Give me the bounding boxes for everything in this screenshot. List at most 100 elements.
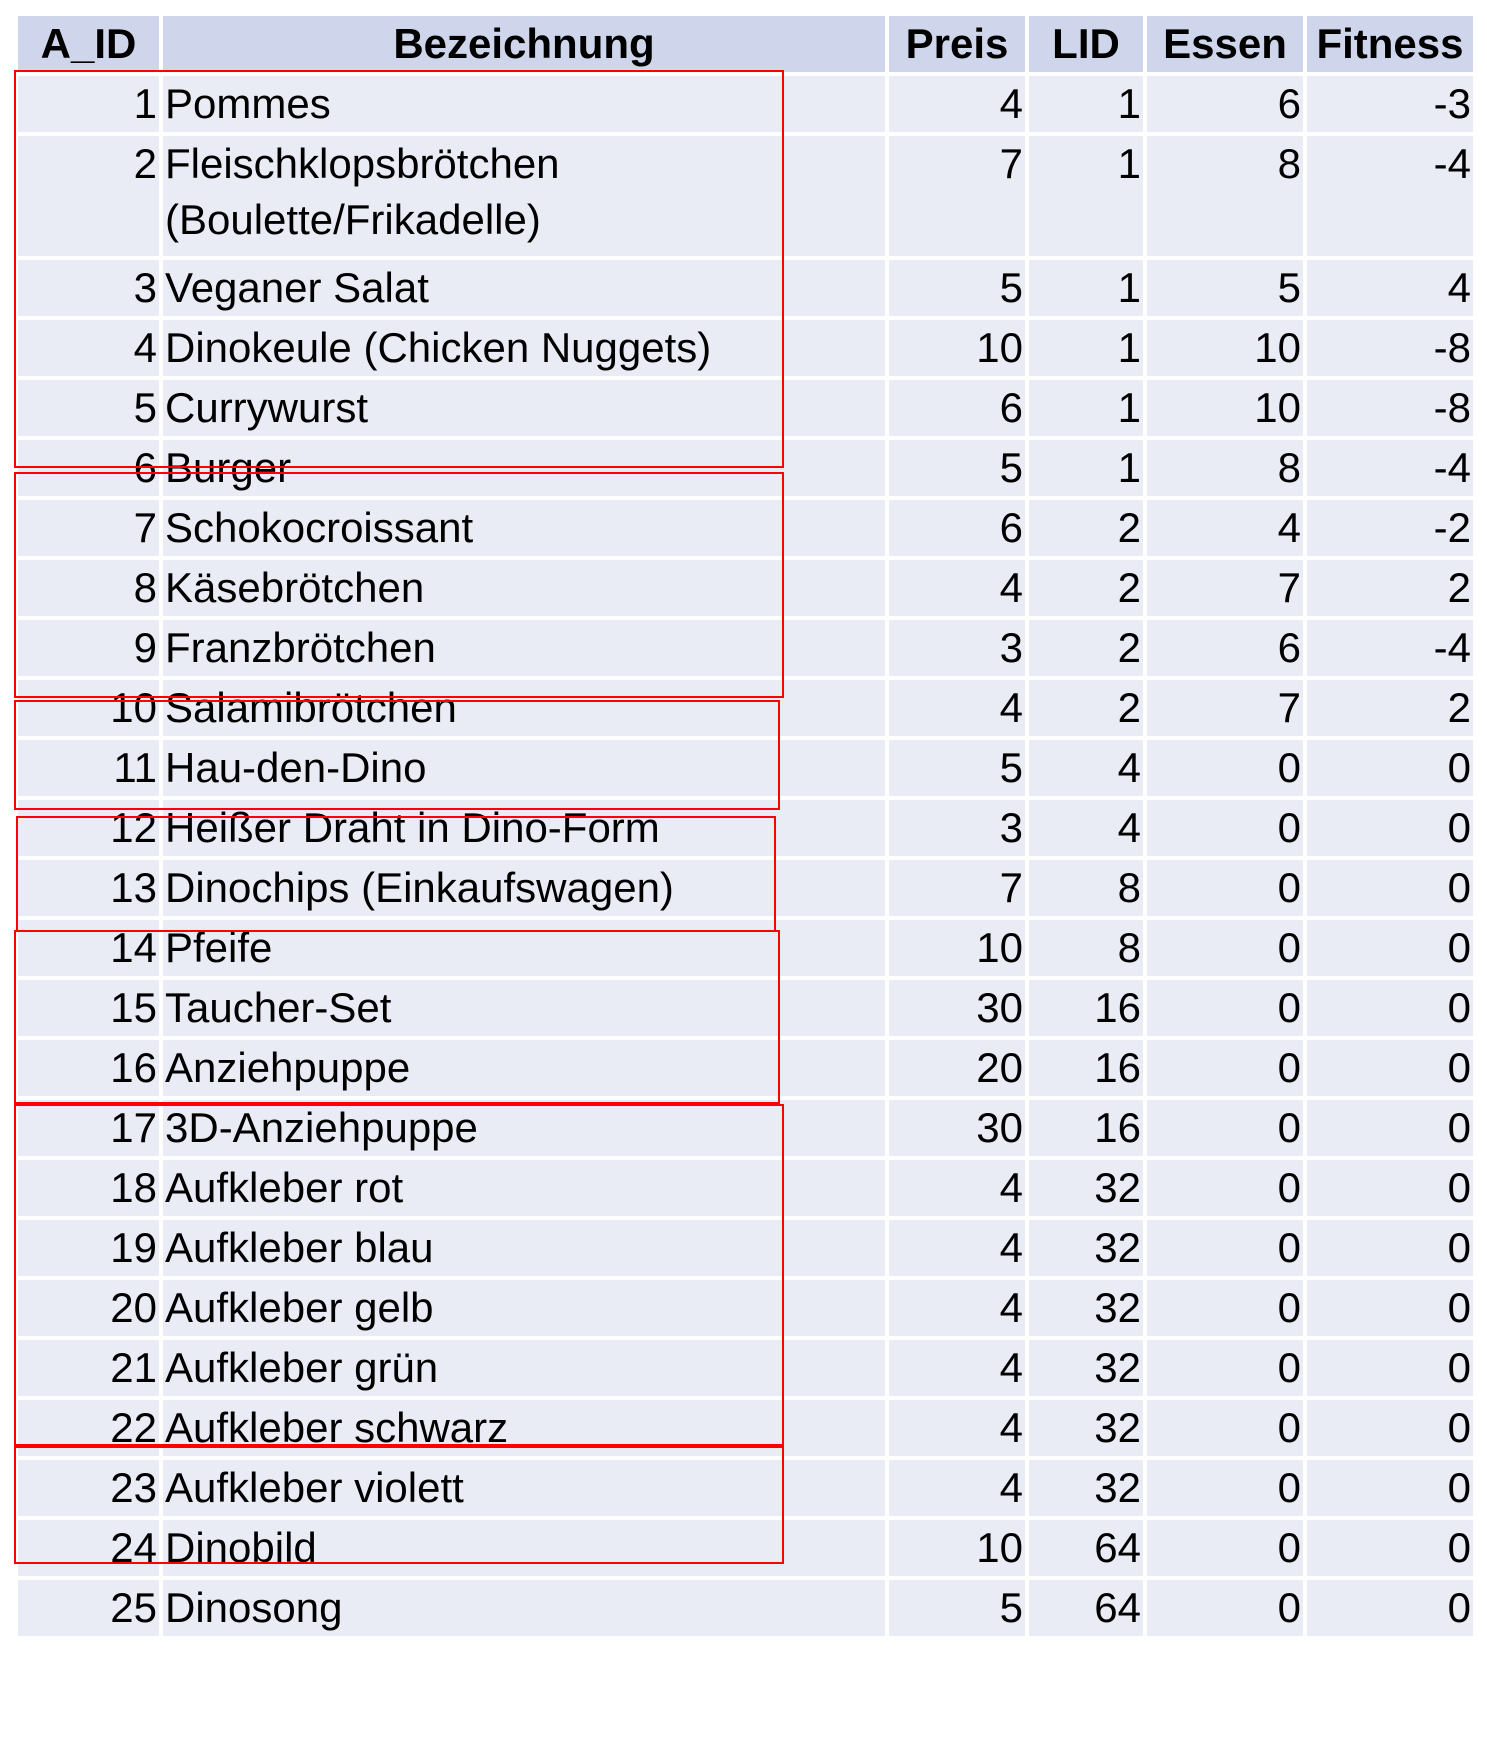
- cell-a-id: 18: [14, 1156, 163, 1220]
- cell-bezeichnung: Dinochips (Einkaufswagen): [159, 856, 889, 920]
- cell-fitness: 0: [1303, 1516, 1477, 1580]
- header-fitness: Fitness: [1303, 12, 1477, 76]
- cell-fitness: -2: [1303, 496, 1477, 560]
- cell-preis: 3: [885, 796, 1029, 860]
- cell-a-id: 8: [14, 556, 163, 620]
- cell-preis: 4: [885, 676, 1029, 740]
- cell-essen: 0: [1143, 736, 1307, 800]
- cell-bezeichnung: Franzbrötchen: [159, 616, 889, 680]
- cell-fitness: 0: [1303, 1456, 1477, 1520]
- cell-fitness: 0: [1303, 1036, 1477, 1100]
- cell-essen: 4: [1143, 496, 1307, 560]
- table-row: 15 Taucher-Set 30 16 0 0: [14, 976, 1477, 1040]
- cell-bezeichnung: Dinosong: [159, 1576, 889, 1640]
- cell-preis: 4: [885, 1216, 1029, 1280]
- table-row: 16 Anziehpuppe 20 16 0 0: [14, 1036, 1477, 1100]
- cell-essen: 0: [1143, 1576, 1307, 1640]
- cell-bezeichnung: Käsebrötchen: [159, 556, 889, 620]
- cell-fitness: 2: [1303, 676, 1477, 740]
- cell-fitness: 0: [1303, 1396, 1477, 1460]
- cell-preis: 5: [885, 1576, 1029, 1640]
- cell-lid: 32: [1025, 1276, 1147, 1340]
- cell-essen: 0: [1143, 1096, 1307, 1160]
- cell-lid: 32: [1025, 1456, 1147, 1520]
- cell-preis: 4: [885, 1156, 1029, 1220]
- table-row: 21 Aufkleber grün 4 32 0 0: [14, 1336, 1477, 1400]
- cell-essen: 6: [1143, 616, 1307, 680]
- cell-a-id: 19: [14, 1216, 163, 1280]
- cell-lid: 2: [1025, 556, 1147, 620]
- cell-preis: 30: [885, 976, 1029, 1040]
- cell-bezeichnung: Aufkleber grün: [159, 1336, 889, 1400]
- cell-preis: 4: [885, 72, 1029, 136]
- cell-bezeichnung: Taucher-Set: [159, 976, 889, 1040]
- cell-essen: 0: [1143, 796, 1307, 860]
- table-row: 7 Schokocroissant 6 2 4 -2: [14, 496, 1477, 560]
- cell-a-id: 12: [14, 796, 163, 860]
- cell-preis: 30: [885, 1096, 1029, 1160]
- cell-fitness: 0: [1303, 1216, 1477, 1280]
- cell-bezeichnung: Hau-den-Dino: [159, 736, 889, 800]
- cell-preis: 6: [885, 376, 1029, 440]
- cell-lid: 2: [1025, 676, 1147, 740]
- cell-essen: 0: [1143, 1276, 1307, 1340]
- cell-bezeichnung: Aufkleber rot: [159, 1156, 889, 1220]
- cell-essen: 0: [1143, 1456, 1307, 1520]
- table-row: 6 Burger 5 1 8 -4: [14, 436, 1477, 500]
- cell-preis: 5: [885, 436, 1029, 500]
- table-row: 3 Veganer Salat 5 1 5 4: [14, 256, 1477, 320]
- cell-preis: 7: [885, 856, 1029, 920]
- cell-preis: 20: [885, 1036, 1029, 1100]
- cell-a-id: 23: [14, 1456, 163, 1520]
- cell-a-id: 16: [14, 1036, 163, 1100]
- cell-preis: 7: [885, 132, 1029, 260]
- cell-a-id: 13: [14, 856, 163, 920]
- cell-preis: 4: [885, 1276, 1029, 1340]
- table-row: 14 Pfeife 10 8 0 0: [14, 916, 1477, 980]
- cell-essen: 8: [1143, 436, 1307, 500]
- table-row: 22 Aufkleber schwarz 4 32 0 0: [14, 1396, 1477, 1460]
- cell-fitness: -4: [1303, 436, 1477, 500]
- cell-a-id: 21: [14, 1336, 163, 1400]
- cell-a-id: 4: [14, 316, 163, 380]
- cell-lid: 1: [1025, 376, 1147, 440]
- cell-fitness: 0: [1303, 1276, 1477, 1340]
- cell-fitness: 0: [1303, 1576, 1477, 1640]
- cell-a-id: 24: [14, 1516, 163, 1580]
- cell-a-id: 9: [14, 616, 163, 680]
- cell-fitness: 4: [1303, 256, 1477, 320]
- table-row: 2 Fleischklopsbrötchen (Boulette/Frikadel…: [14, 132, 1477, 260]
- header-lid: LID: [1025, 12, 1147, 76]
- cell-preis: 4: [885, 556, 1029, 620]
- header-bezeichnung: Bezeichnung: [159, 12, 889, 76]
- cell-fitness: 0: [1303, 736, 1477, 800]
- table-row: 18 Aufkleber rot 4 32 0 0: [14, 1156, 1477, 1220]
- cell-lid: 2: [1025, 496, 1147, 560]
- cell-lid: 32: [1025, 1336, 1147, 1400]
- cell-lid: 16: [1025, 976, 1147, 1040]
- cell-preis: 6: [885, 496, 1029, 560]
- table-row: 1 Pommes 4 1 6 -3: [14, 72, 1477, 136]
- cell-essen: 10: [1143, 316, 1307, 380]
- cell-lid: 1: [1025, 316, 1147, 380]
- table-row: 13 Dinochips (Einkaufswagen) 7 8 0 0: [14, 856, 1477, 920]
- cell-bezeichnung: Burger: [159, 436, 889, 500]
- table-row: 10 Salamibrötchen 4 2 7 2: [14, 676, 1477, 740]
- cell-lid: 1: [1025, 72, 1147, 136]
- cell-bezeichnung: Aufkleber violett: [159, 1456, 889, 1520]
- cell-lid: 4: [1025, 736, 1147, 800]
- table-row: 20 Aufkleber gelb 4 32 0 0: [14, 1276, 1477, 1340]
- cell-bezeichnung: Anziehpuppe: [159, 1036, 889, 1100]
- cell-a-id: 11: [14, 736, 163, 800]
- cell-essen: 0: [1143, 916, 1307, 980]
- cell-bezeichnung: Salamibrötchen: [159, 676, 889, 740]
- table-row: 12 Heißer Draht in Dino-Form 3 4 0 0: [14, 796, 1477, 860]
- cell-preis: 5: [885, 736, 1029, 800]
- cell-bezeichnung: Currywurst: [159, 376, 889, 440]
- cell-fitness: -4: [1303, 132, 1477, 260]
- table-body: 1 Pommes 4 1 6 -3 2 Fleischklopsbrötchen (Boule…: [14, 72, 1477, 1640]
- cell-lid: 32: [1025, 1396, 1147, 1460]
- cell-essen: 10: [1143, 376, 1307, 440]
- cell-bezeichnung: Dinokeule (Chicken Nuggets): [159, 316, 889, 380]
- cell-lid: 1: [1025, 256, 1147, 320]
